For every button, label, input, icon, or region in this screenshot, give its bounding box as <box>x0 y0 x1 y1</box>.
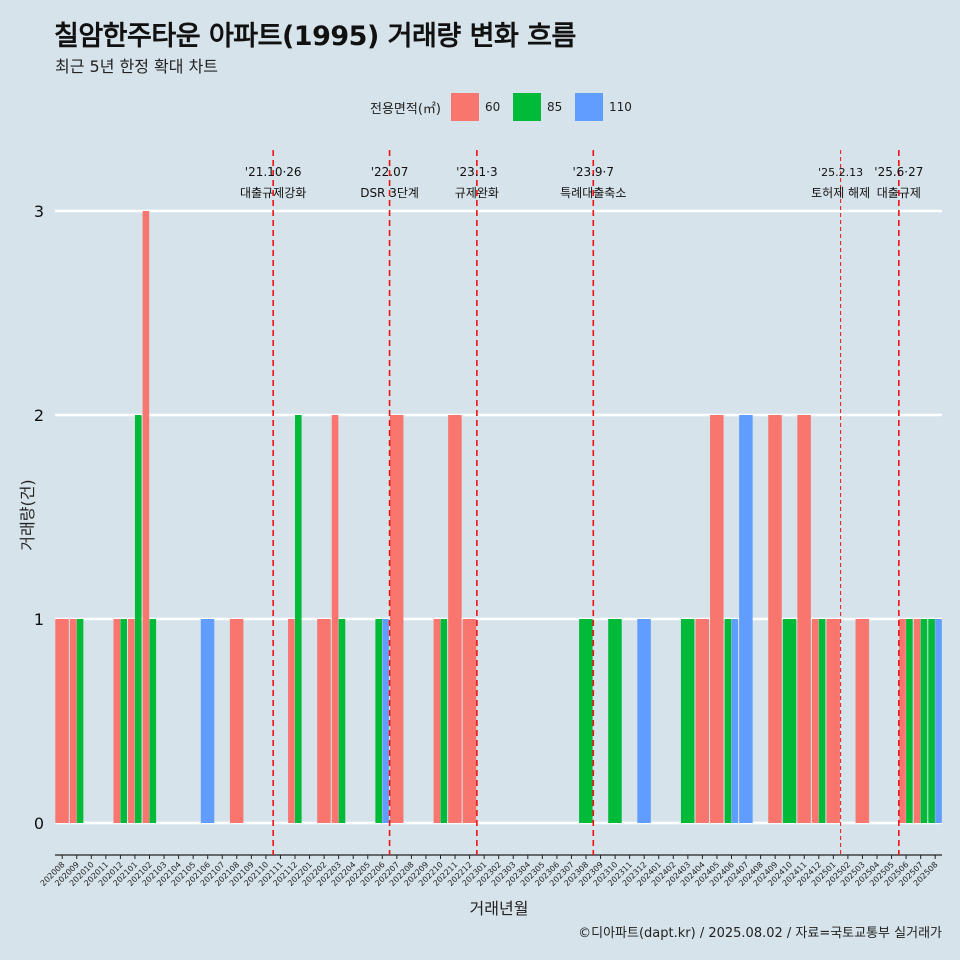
bar-202406-85 <box>724 619 732 823</box>
event-label-4: 토허제 해제 <box>811 186 870 200</box>
event-date-5: '25.6·27 <box>874 165 923 179</box>
event-date-3: '23.9·7 <box>573 165 614 179</box>
bar-202012-85 <box>120 619 127 823</box>
bar-202102-60 <box>142 211 150 823</box>
event-label-1: DSR 3단계 <box>360 186 419 200</box>
bar-202508-110 <box>935 619 942 823</box>
bar-202507-60 <box>913 619 921 823</box>
event-label-5: 대출규제 <box>877 186 921 200</box>
bar-202406-110 <box>731 619 739 823</box>
bar-202405-60 <box>710 415 724 823</box>
event-label-0: 대출규제강화 <box>240 186 306 200</box>
bar-202210-85 <box>440 619 448 823</box>
y-tick-label-0: 0 <box>34 814 44 833</box>
y-axis-title: 거래량(건) <box>18 479 37 550</box>
bar-202412-60 <box>811 619 819 823</box>
bar-202212-60 <box>462 619 477 823</box>
legend-label-85: 85 <box>546 100 563 114</box>
bar-202508-85 <box>928 619 935 823</box>
bar-202206-110 <box>382 619 389 823</box>
bar-202404-60 <box>695 619 709 823</box>
bar-202308-85 <box>579 619 593 823</box>
legend-swatch-110 <box>574 93 603 121</box>
bar-202112-60 <box>288 619 295 823</box>
event-date-4: '25.2.13 <box>818 166 863 179</box>
legend-swatch-60 <box>450 93 479 121</box>
bar-202211-60 <box>448 415 462 823</box>
bar-202009-85 <box>76 619 84 823</box>
bar-202409-60 <box>768 415 782 823</box>
bar-202503-60 <box>855 619 870 823</box>
bar-202411-60 <box>797 415 811 823</box>
bar-202312-110 <box>637 619 651 823</box>
event-date-1: '22.07 <box>371 165 409 179</box>
source-caption: ©디아파트(dapt.kr) / 2025.08.02 / 자료=국토교통부 실… <box>578 926 942 941</box>
bar-202108-60 <box>229 619 244 823</box>
bar-202403-85 <box>680 619 695 823</box>
y-tick-label-2: 2 <box>34 406 44 425</box>
bar-202507-85 <box>920 619 928 823</box>
bar-202506-85 <box>906 619 913 823</box>
bar-202407-110 <box>739 415 753 823</box>
legend-item-85: 85 <box>512 93 569 121</box>
bar-202112-85 <box>295 415 302 823</box>
legend: 전용면적(㎡) 60 85 110 <box>370 93 640 121</box>
bar-202210-60 <box>433 619 441 823</box>
bar-202506-60 <box>899 619 906 823</box>
bar-202101-85 <box>134 415 142 823</box>
legend-label-110: 110 <box>608 100 632 114</box>
bar-202206-85 <box>375 619 382 823</box>
bar-202207-60 <box>389 415 404 823</box>
bar-202012-60 <box>113 619 121 823</box>
y-tick-label-3: 3 <box>34 202 44 221</box>
bar-202101-60 <box>128 619 135 823</box>
bar-202008-60 <box>55 619 69 823</box>
bar-202009-60 <box>69 619 77 823</box>
event-label-3: 특례대출축소 <box>560 186 626 200</box>
bar-202410-85 <box>782 619 797 823</box>
bar-202202-60 <box>317 619 331 823</box>
event-label-2: 규제완화 <box>455 186 499 200</box>
chart-title: 칠암한주타운 아파트(1995) 거래량 변화 흐름 <box>54 21 576 52</box>
bar-202106-110 <box>200 619 215 823</box>
bar-202203-60 <box>331 415 339 823</box>
legend-title: 전용면적(㎡) <box>370 101 441 117</box>
legend-item-110: 110 <box>574 93 634 121</box>
legend-item-60: 60 <box>450 93 507 121</box>
bar-202203-85 <box>338 619 346 823</box>
chart-subtitle: 최근 5년 한정 확대 차트 <box>55 57 219 76</box>
bar-202310-85 <box>608 619 622 823</box>
legend-label-60: 60 <box>484 100 501 114</box>
legend-swatch-85 <box>512 93 541 121</box>
bar-202412-85 <box>818 619 826 823</box>
bar-202501-60 <box>826 619 840 823</box>
event-date-0: '21.10·26 <box>245 165 302 179</box>
y-tick-label-1: 1 <box>34 610 44 629</box>
x-axis-title: 거래년월 <box>470 899 529 918</box>
event-date-2: '23.1·3 <box>456 165 497 179</box>
bar-202102-85 <box>149 619 157 823</box>
